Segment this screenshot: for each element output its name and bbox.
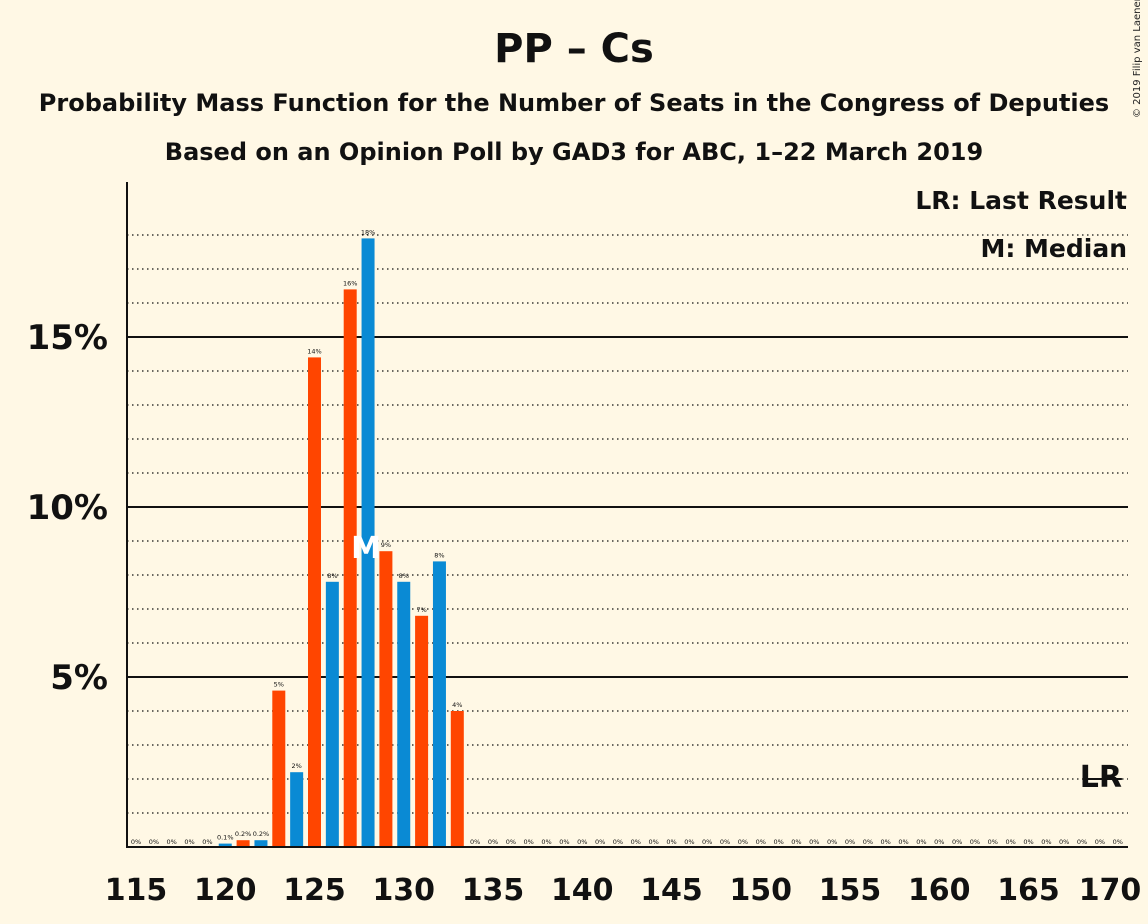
bar-value-label: 0% [613, 838, 623, 846]
bar-value-label: 8% [399, 572, 409, 580]
x-tick-label: 165 [997, 873, 1060, 908]
bar [432, 561, 446, 847]
bar-value-label: 0% [577, 838, 587, 846]
x-tick-label: 115 [105, 873, 168, 908]
bar [308, 357, 321, 847]
bar-value-label: 18% [361, 228, 375, 236]
bar-value-label: 0.1% [217, 834, 234, 842]
x-tick-label: 145 [640, 873, 703, 908]
bar [450, 711, 464, 847]
y-tick-label: 15% [27, 318, 108, 358]
legend-last-result: LR: Last Result [915, 186, 1127, 215]
bar-value-label: 0% [1113, 838, 1123, 846]
bar-value-label: 0% [791, 838, 801, 846]
y-tick-label: 5% [50, 658, 108, 698]
x-tick-label: 140 [551, 873, 614, 908]
bar-value-label: 0% [702, 838, 712, 846]
bar-value-label: 4% [452, 701, 462, 709]
bar-value-label: 0% [773, 838, 783, 846]
bar-value-label: 0% [720, 838, 730, 846]
bar-value-label: 0% [666, 838, 676, 846]
bar-value-label: 0.2% [253, 830, 270, 838]
bar-value-label: 0% [595, 838, 605, 846]
bar-value-label: 0% [167, 838, 177, 846]
bar-value-label: 0% [524, 838, 534, 846]
bar-value-label: 0% [916, 838, 926, 846]
bar-value-label: 9% [381, 541, 391, 549]
bar-value-label: 0% [1095, 838, 1105, 846]
chart-subtitle: Probability Mass Function for the Number… [38, 89, 1110, 117]
bar [415, 615, 429, 847]
bar-value-label: 0% [738, 838, 748, 846]
x-tick-label: 160 [908, 873, 971, 908]
bar-value-label: 0% [488, 838, 498, 846]
bar-value-label: 0% [149, 838, 159, 846]
x-tick-label: 135 [462, 873, 525, 908]
x-tick-label: 125 [283, 873, 346, 908]
bar-value-label: 0% [631, 838, 641, 846]
bar-value-label: 0% [648, 838, 658, 846]
bar [325, 581, 339, 847]
bar-value-label: 0% [827, 838, 837, 846]
x-tick-label: 150 [729, 873, 792, 908]
bar-value-label: 0% [1005, 838, 1015, 846]
legend-median: M: Median [980, 234, 1127, 263]
bar-value-label: 8% [327, 572, 337, 580]
bar [379, 551, 393, 847]
bar-value-label: 0% [202, 838, 212, 846]
bar-value-label: 0% [1041, 838, 1051, 846]
bar-value-label: 0% [541, 838, 551, 846]
bar-value-label: 5% [274, 681, 284, 689]
bar-value-label: 0% [934, 838, 944, 846]
bar-value-label: 0% [559, 838, 569, 846]
bar-value-label: 0% [131, 838, 141, 846]
bar-value-label: 0% [756, 838, 766, 846]
bar [343, 289, 357, 847]
bar-value-label: 8% [434, 551, 444, 559]
bar-value-label: 14% [307, 347, 321, 355]
x-tick-label: 120 [194, 873, 257, 908]
bar-value-label: 0% [184, 838, 194, 846]
chart-source-subtitle: Based on an Opinion Poll by GAD3 for ABC… [164, 138, 984, 166]
bar-value-label: 0% [845, 838, 855, 846]
chart-title: PP – Cs [494, 26, 654, 72]
x-tick-label: 155 [819, 873, 882, 908]
bar-value-label: 0% [1059, 838, 1069, 846]
bar-value-label: 7% [416, 606, 426, 614]
bar-value-label: 0% [470, 838, 480, 846]
last-result-marker: LR [1080, 760, 1122, 795]
bar-value-label: 0% [863, 838, 873, 846]
bar-value-label: 0% [809, 838, 819, 846]
bar-value-label: 0% [1077, 838, 1087, 846]
median-marker: M [351, 531, 381, 566]
bar-value-label: 0% [506, 838, 516, 846]
bar [272, 690, 286, 847]
x-tick-label: 170 [1079, 873, 1142, 908]
bar [397, 581, 411, 847]
y-tick-label: 10% [27, 488, 108, 528]
bar-value-label: 0.2% [235, 830, 252, 838]
bar-value-label: 0% [988, 838, 998, 846]
bar [254, 840, 268, 847]
bar-value-label: 0% [952, 838, 962, 846]
bar-value-label: 2% [291, 762, 301, 770]
x-tick-label: 130 [372, 873, 435, 908]
bar [218, 843, 232, 847]
bar [236, 840, 250, 847]
bar-value-label: 0% [684, 838, 694, 846]
bar-value-label: 0% [898, 838, 908, 846]
bar-value-label: 16% [343, 279, 357, 287]
bar-value-label: 0% [970, 838, 980, 846]
bar-value-label: 0% [881, 838, 891, 846]
bar-value-label: 0% [1023, 838, 1033, 846]
bar [290, 772, 304, 847]
bar [361, 238, 375, 847]
